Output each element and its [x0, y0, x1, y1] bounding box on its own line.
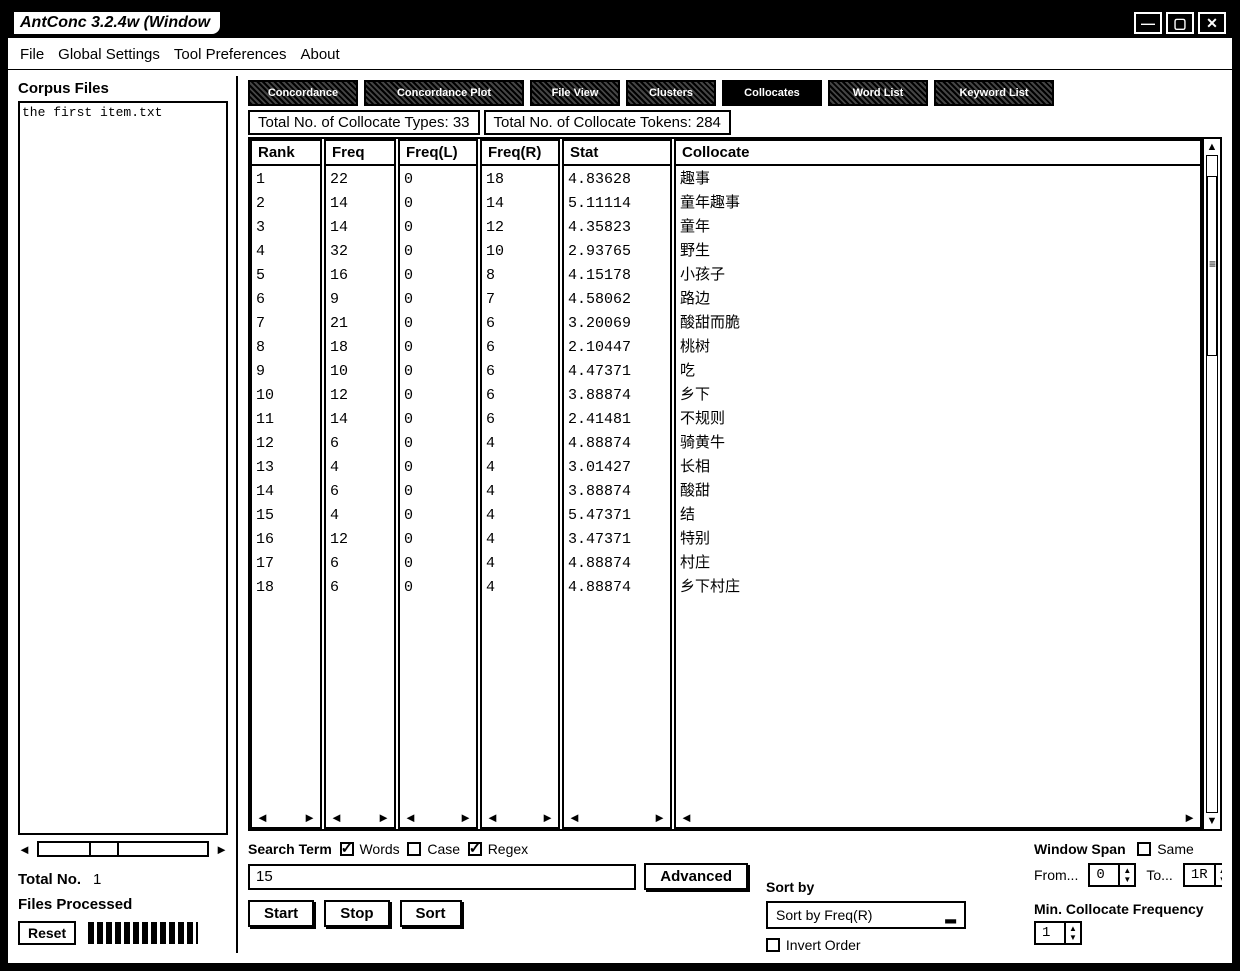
dropdown-icon: ▂ [945, 907, 956, 924]
scroll-up-icon[interactable]: ▲ [1207, 141, 1218, 153]
tab-file-view[interactable]: File View [530, 80, 620, 106]
words-checkbox[interactable] [340, 842, 354, 856]
stop-button[interactable]: Stop [324, 900, 389, 927]
close-button[interactable]: ✕ [1198, 12, 1226, 34]
tab-word-list[interactable]: Word List [828, 80, 928, 106]
progress-bar [88, 922, 198, 944]
column-stat: Stat 4.83628 5.11114 4.35823 2.93765 4.1… [562, 139, 672, 829]
table-vscroll[interactable]: ▲ ▼ [1202, 139, 1220, 829]
reset-button[interactable]: Reset [18, 921, 76, 945]
window-title: AntConc 3.2.4w (Window [14, 12, 220, 34]
sort-by-label: Sort by [766, 879, 1016, 895]
col-scroll-left-icon[interactable]: ◄ [256, 810, 269, 825]
window-span-label: Window Span [1034, 841, 1126, 857]
invert-order-checkbox[interactable] [766, 938, 780, 952]
advanced-button[interactable]: Advanced [644, 863, 748, 890]
column-collocate: Collocate 趣事 童年趣事 童年 野生 小孩子 路边 酸甜而脆 桃树 吃… [674, 139, 1202, 829]
tab-clusters[interactable]: Clusters [626, 80, 716, 106]
collocate-tokens-box: Total No. of Collocate Tokens: 284 [484, 110, 731, 135]
scroll-right-icon[interactable]: ► [215, 842, 228, 857]
col-scroll-right-icon[interactable]: ► [303, 810, 316, 825]
min-collocate-freq-label: Min. Collocate Frequency [1034, 901, 1222, 917]
scroll-left-icon[interactable]: ◄ [18, 842, 31, 857]
total-no-value: 1 [93, 871, 101, 888]
column-freq: Freq 22 14 14 32 16 9 21 18 10 12 14 6 4… [324, 139, 396, 829]
menu-file[interactable]: File [20, 46, 44, 63]
menu-about[interactable]: About [300, 46, 339, 63]
column-freq-l: Freq(L) 0 0 0 0 0 0 0 0 0 0 0 0 0 0 0 0 … [398, 139, 478, 829]
tab-concordance-plot[interactable]: Concordance Plot [364, 80, 524, 106]
collocates-table: Rank 1 2 3 4 5 6 7 8 9 10 11 12 13 14 15… [248, 137, 1222, 831]
filelist-hscroll[interactable]: ◄ ► [18, 841, 228, 857]
min-freq-spinner[interactable]: 1 ▲▼ [1034, 921, 1082, 945]
case-checkbox[interactable] [407, 842, 421, 856]
span-from-spinner[interactable]: 0 ▲▼ [1088, 863, 1136, 887]
regex-checkbox[interactable] [468, 842, 482, 856]
corpus-files-heading: Corpus Files [18, 80, 228, 97]
corpus-file-list[interactable]: the first item.txt [18, 101, 228, 835]
search-term-label: Search Term [248, 841, 332, 857]
menu-tool-preferences[interactable]: Tool Preferences [174, 46, 287, 63]
total-no-label: Total No. [18, 871, 81, 888]
tab-concordance[interactable]: Concordance [248, 80, 358, 106]
column-freq-r: Freq(R) 18 14 12 10 8 7 6 6 6 6 6 4 4 4 … [480, 139, 560, 829]
files-processed-label: Files Processed [18, 896, 132, 913]
span-to-spinner[interactable]: 1R ▲▼ [1183, 863, 1222, 887]
sort-button[interactable]: Sort [400, 900, 462, 927]
corpus-file-item[interactable]: the first item.txt [22, 105, 224, 120]
column-rank: Rank 1 2 3 4 5 6 7 8 9 10 11 12 13 14 15… [250, 139, 322, 829]
menu-bar: File Global Settings Tool Preferences Ab… [8, 38, 1232, 70]
collocate-types-box: Total No. of Collocate Types: 33 [248, 110, 480, 135]
start-button[interactable]: Start [248, 900, 314, 927]
tool-tabs: Concordance Concordance Plot File View C… [248, 76, 1222, 108]
menu-global-settings[interactable]: Global Settings [58, 46, 160, 63]
maximize-button[interactable]: ▢ [1166, 12, 1194, 34]
same-checkbox[interactable] [1137, 842, 1151, 856]
minimize-button[interactable]: — [1134, 12, 1162, 34]
sort-by-dropdown[interactable]: Sort by Freq(R) ▂ [766, 901, 966, 929]
scroll-down-icon[interactable]: ▼ [1207, 815, 1218, 827]
tab-keyword-list[interactable]: Keyword List [934, 80, 1054, 106]
search-input[interactable]: 15 [248, 864, 636, 890]
tab-collocates[interactable]: Collocates [722, 80, 822, 106]
title-bar: AntConc 3.2.4w (Window — ▢ ✕ [8, 8, 1232, 38]
